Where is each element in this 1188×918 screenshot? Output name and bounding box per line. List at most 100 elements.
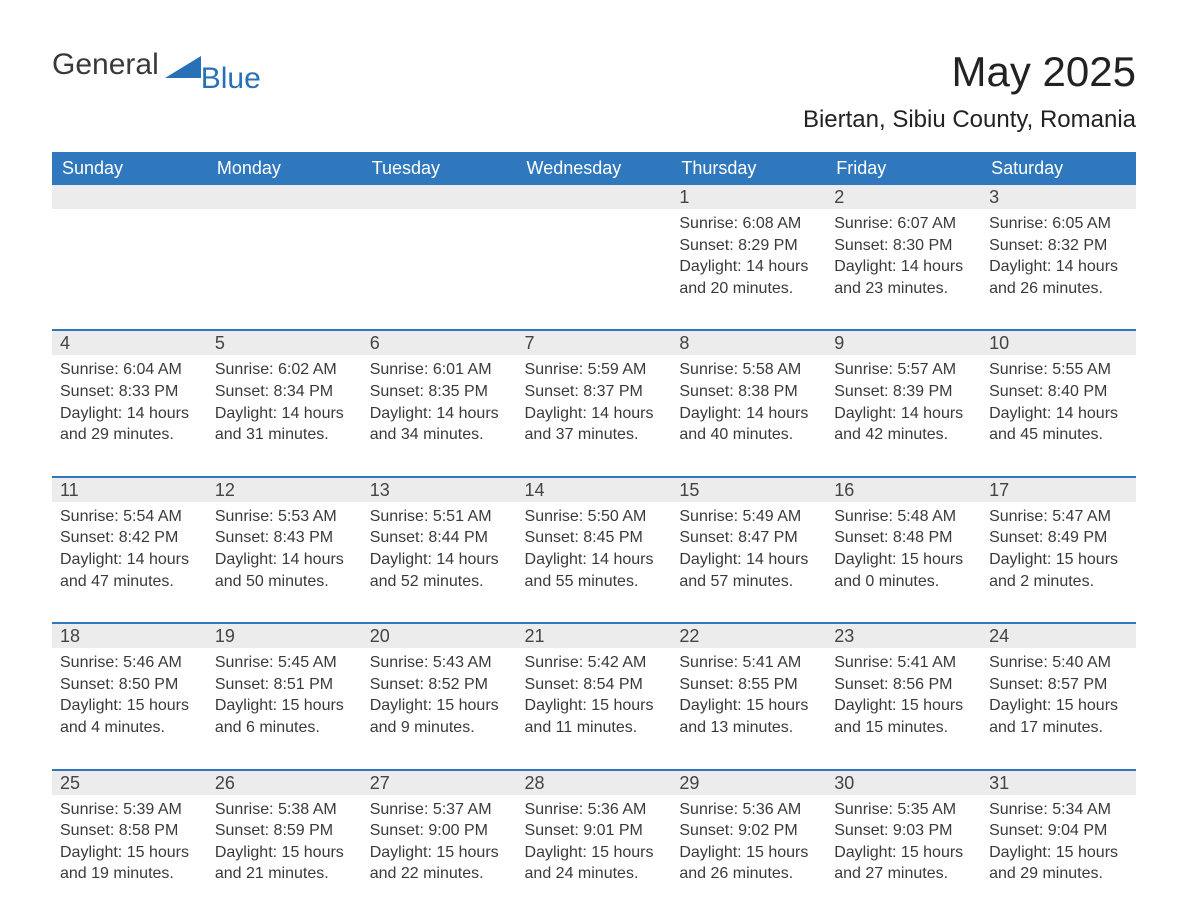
sunset-text: Sunset: 9:04 PM xyxy=(989,820,1128,842)
sunset-text: Sunset: 9:01 PM xyxy=(525,820,664,842)
sunset-text: Sunset: 8:39 PM xyxy=(834,381,973,403)
location-subtitle: Biertan, Sibiu County, Romania xyxy=(803,106,1136,134)
sunrise-text: Sunrise: 5:59 AM xyxy=(525,359,664,381)
calendar-cell: 17Sunrise: 5:47 AMSunset: 8:49 PMDayligh… xyxy=(981,477,1136,623)
day-number: 4 xyxy=(52,331,207,355)
sunrise-text: Sunrise: 6:05 AM xyxy=(989,213,1128,235)
day-number: 10 xyxy=(981,331,1136,355)
daylight-text: Daylight: 15 hours and 9 minutes. xyxy=(370,695,509,738)
day-number: 27 xyxy=(362,771,517,795)
sunrise-text: Sunrise: 5:46 AM xyxy=(60,652,199,674)
day-number: 15 xyxy=(671,478,826,502)
calendar-cell: 12Sunrise: 5:53 AMSunset: 8:43 PMDayligh… xyxy=(207,477,362,623)
daylight-text: Daylight: 14 hours and 52 minutes. xyxy=(370,549,509,592)
sunset-text: Sunset: 8:29 PM xyxy=(679,235,818,257)
logo-word-1: General xyxy=(52,48,159,82)
day-number: 1 xyxy=(671,185,826,209)
day-detail: Sunrise: 5:45 AMSunset: 8:51 PMDaylight:… xyxy=(207,648,362,768)
day-detail: Sunrise: 5:55 AMSunset: 8:40 PMDaylight:… xyxy=(981,355,1136,475)
daylight-text: Daylight: 14 hours and 45 minutes. xyxy=(989,403,1128,446)
sunset-text: Sunset: 8:57 PM xyxy=(989,674,1128,696)
calendar-cell: 7Sunrise: 5:59 AMSunset: 8:37 PMDaylight… xyxy=(517,330,672,476)
calendar-table: SundayMondayTuesdayWednesdayThursdayFrid… xyxy=(52,152,1136,893)
sunset-text: Sunset: 8:32 PM xyxy=(989,235,1128,257)
day-detail: Sunrise: 5:39 AMSunset: 8:58 PMDaylight:… xyxy=(52,795,207,893)
day-detail: Sunrise: 6:01 AMSunset: 8:35 PMDaylight:… xyxy=(362,355,517,475)
day-number: 5 xyxy=(207,331,362,355)
calendar-cell: 1Sunrise: 6:08 AMSunset: 8:29 PMDaylight… xyxy=(671,185,826,330)
sunrise-text: Sunrise: 5:37 AM xyxy=(370,799,509,821)
sunrise-text: Sunrise: 5:47 AM xyxy=(989,506,1128,528)
sunset-text: Sunset: 8:47 PM xyxy=(679,527,818,549)
calendar-cell xyxy=(517,185,672,330)
sunrise-text: Sunrise: 6:08 AM xyxy=(679,213,818,235)
calendar-cell: 3 Sunrise: 6:05 AMSunset: 8:32 PMDaylight… xyxy=(981,185,1136,330)
sunrise-text: Sunrise: 6:04 AM xyxy=(60,359,199,381)
day-number: 14 xyxy=(517,478,672,502)
daylight-text: Daylight: 14 hours and 26 minutes. xyxy=(989,256,1128,299)
sunrise-text: Sunrise: 5:42 AM xyxy=(525,652,664,674)
sunrise-text: Sunrise: 6:07 AM xyxy=(834,213,973,235)
day-number: 7 xyxy=(517,331,672,355)
day-number xyxy=(362,185,517,209)
day-number: 20 xyxy=(362,624,517,648)
day-number: 9 xyxy=(826,331,981,355)
day-detail: Sunrise: 5:57 AMSunset: 8:39 PMDaylight:… xyxy=(826,355,981,475)
day-header: Tuesday xyxy=(362,152,517,185)
calendar-cell: 20Sunrise: 5:43 AMSunset: 8:52 PMDayligh… xyxy=(362,623,517,769)
calendar-cell xyxy=(52,185,207,330)
calendar-cell: 11Sunrise: 5:54 AMSunset: 8:42 PMDayligh… xyxy=(52,477,207,623)
day-detail: Sunrise: 5:36 AMSunset: 9:01 PMDaylight:… xyxy=(517,795,672,893)
daylight-text: Daylight: 14 hours and 50 minutes. xyxy=(215,549,354,592)
calendar-cell: 10Sunrise: 5:55 AMSunset: 8:40 PMDayligh… xyxy=(981,330,1136,476)
sunrise-text: Sunrise: 6:02 AM xyxy=(215,359,354,381)
sunset-text: Sunset: 8:51 PM xyxy=(215,674,354,696)
daylight-text: Daylight: 15 hours and 0 minutes. xyxy=(834,549,973,592)
calendar-cell: 2Sunrise: 6:07 AMSunset: 8:30 PMDaylight… xyxy=(826,185,981,330)
day-header: Wednesday xyxy=(517,152,672,185)
day-number xyxy=(52,185,207,209)
day-number: 19 xyxy=(207,624,362,648)
sunset-text: Sunset: 8:45 PM xyxy=(525,527,664,549)
sunset-text: Sunset: 8:43 PM xyxy=(215,527,354,549)
day-detail: Sunrise: 5:46 AMSunset: 8:50 PMDaylight:… xyxy=(52,648,207,768)
day-number: 3 xyxy=(981,185,1136,209)
day-detail xyxy=(52,209,207,319)
day-detail: Sunrise: 6:02 AMSunset: 8:34 PMDaylight:… xyxy=(207,355,362,475)
sunset-text: Sunset: 8:52 PM xyxy=(370,674,509,696)
logo: General Blue xyxy=(52,48,265,82)
day-header: Saturday xyxy=(981,152,1136,185)
calendar-cell: 8Sunrise: 5:58 AMSunset: 8:38 PMDaylight… xyxy=(671,330,826,476)
day-detail: Sunrise: 5:35 AMSunset: 9:03 PMDaylight:… xyxy=(826,795,981,893)
sunset-text: Sunset: 8:55 PM xyxy=(679,674,818,696)
daylight-text: Daylight: 14 hours and 55 minutes. xyxy=(525,549,664,592)
day-detail xyxy=(207,209,362,319)
day-number: 25 xyxy=(52,771,207,795)
month-title: May 2025 xyxy=(803,48,1136,96)
header: General Blue May 2025 Biertan, Sibiu Cou… xyxy=(52,48,1136,134)
calendar-cell: 14Sunrise: 5:50 AMSunset: 8:45 PMDayligh… xyxy=(517,477,672,623)
day-number: 23 xyxy=(826,624,981,648)
sunrise-text: Sunrise: 5:51 AM xyxy=(370,506,509,528)
day-header: Sunday xyxy=(52,152,207,185)
day-number: 13 xyxy=(362,478,517,502)
daylight-text: Daylight: 15 hours and 27 minutes. xyxy=(834,842,973,885)
sunset-text: Sunset: 8:42 PM xyxy=(60,527,199,549)
calendar-cell: 30Sunrise: 5:35 AMSunset: 9:03 PMDayligh… xyxy=(826,770,981,893)
day-number: 24 xyxy=(981,624,1136,648)
daylight-text: Daylight: 15 hours and 29 minutes. xyxy=(989,842,1128,885)
sunrise-text: Sunrise: 5:54 AM xyxy=(60,506,199,528)
day-header: Thursday xyxy=(671,152,826,185)
calendar-cell: 27Sunrise: 5:37 AMSunset: 9:00 PMDayligh… xyxy=(362,770,517,893)
calendar-cell: 29Sunrise: 5:36 AMSunset: 9:02 PMDayligh… xyxy=(671,770,826,893)
day-detail: Sunrise: 5:51 AMSunset: 8:44 PMDaylight:… xyxy=(362,502,517,622)
day-detail: Sunrise: 6:04 AMSunset: 8:33 PMDaylight:… xyxy=(52,355,207,475)
day-header: Friday xyxy=(826,152,981,185)
sunset-text: Sunset: 8:38 PM xyxy=(679,381,818,403)
sunset-text: Sunset: 9:00 PM xyxy=(370,820,509,842)
sunrise-text: Sunrise: 5:58 AM xyxy=(679,359,818,381)
sunrise-text: Sunrise: 5:39 AM xyxy=(60,799,199,821)
sunrise-text: Sunrise: 5:41 AM xyxy=(834,652,973,674)
sunrise-text: Sunrise: 5:40 AM xyxy=(989,652,1128,674)
day-detail: Sunrise: 5:58 AMSunset: 8:38 PMDaylight:… xyxy=(671,355,826,475)
